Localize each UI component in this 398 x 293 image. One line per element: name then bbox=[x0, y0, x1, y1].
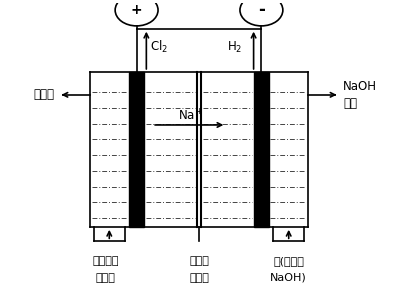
Text: 食盐水: 食盐水 bbox=[96, 273, 115, 283]
Text: +: + bbox=[131, 3, 142, 17]
Text: 淡盐水: 淡盐水 bbox=[34, 88, 55, 101]
Text: Cl$_2$: Cl$_2$ bbox=[150, 39, 168, 55]
Text: 溶液: 溶液 bbox=[343, 97, 357, 110]
Text: 交换膜: 交换膜 bbox=[189, 273, 209, 283]
Text: H$_2$: H$_2$ bbox=[226, 40, 242, 55]
Text: -: - bbox=[258, 1, 265, 19]
Text: 水(含少量: 水(含少量 bbox=[273, 255, 304, 266]
Text: 阳离子: 阳离子 bbox=[189, 255, 209, 266]
Text: Na$^+$: Na$^+$ bbox=[178, 108, 204, 124]
Text: NaOH: NaOH bbox=[343, 80, 377, 93]
Bar bbox=[129, 72, 144, 227]
Text: 精制饱和: 精制饱和 bbox=[92, 255, 119, 266]
Text: NaOH): NaOH) bbox=[270, 273, 307, 283]
Bar bbox=[254, 72, 269, 227]
